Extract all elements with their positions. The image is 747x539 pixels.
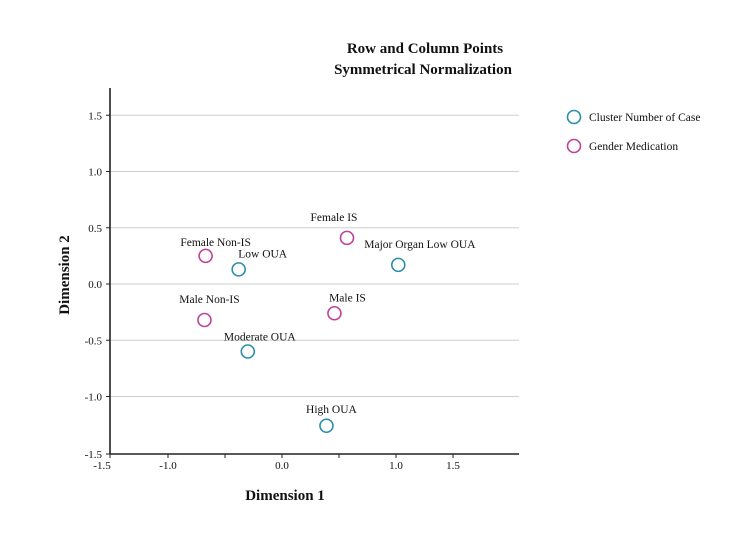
grid-lines (110, 114, 519, 397)
y-tick-label: -1.5 (85, 449, 103, 461)
data-point-label: Moderate OUA (224, 332, 297, 344)
legend-label: Gender Medication (589, 141, 678, 153)
y-tick-label: 0.0 (88, 279, 102, 291)
x-tick-label: 1.5 (446, 460, 460, 472)
data-point-marker (319, 418, 334, 434)
data-point-label: Female Non-IS (180, 237, 251, 249)
data-point-marker (327, 305, 342, 321)
y-axis-title: Dimension 2 (57, 235, 73, 315)
data-points: Low OUA Major Organ Low OUA Moderate OUA Hi… (179, 212, 476, 434)
data-point-marker (390, 257, 406, 273)
data-point-marker (339, 230, 355, 246)
axes (109, 88, 519, 455)
chart-title: Row and Column Points (347, 41, 503, 57)
data-point-label: Male IS (329, 292, 366, 304)
y-axis-ticks: 1.5 1.0 0.5 0.0 -0.5 -1.0 -1.5 (85, 110, 110, 461)
data-point-label: Major Organ Low OUA (364, 239, 476, 251)
legend-label: Cluster Number of Case (589, 112, 700, 124)
data-point-label: Male Non-IS (179, 294, 239, 306)
y-tick-label: 1.0 (88, 167, 102, 179)
x-tick-label: 0.0 (275, 460, 289, 472)
x-axis-ticks: -1.5 -1.0 0.0 1.0 1.5 (93, 454, 460, 472)
x-tick-label: 1.0 (389, 460, 403, 472)
data-point-marker (198, 248, 213, 264)
data-point-marker (240, 344, 256, 359)
legend-marker (566, 109, 582, 125)
data-point-label: Female IS (311, 212, 358, 224)
y-tick-label: 0.5 (88, 223, 102, 235)
x-tick-label: -1.0 (159, 460, 177, 472)
y-tick-label: -0.5 (85, 335, 103, 347)
data-point-marker (231, 262, 246, 277)
y-tick-label: 1.5 (88, 110, 102, 122)
data-point-marker (197, 312, 212, 328)
x-tick-label: -1.5 (93, 460, 111, 472)
chart-subtitle: Symmetrical Normalization (334, 62, 513, 78)
legend-marker (566, 138, 582, 154)
data-point-label: High OUA (306, 404, 357, 416)
data-point-label: Low OUA (238, 248, 288, 260)
y-tick-label: -1.0 (85, 392, 103, 404)
x-axis-title: Dimension 1 (245, 488, 325, 504)
legend: Cluster Number of Case Gender Medication (566, 109, 700, 154)
